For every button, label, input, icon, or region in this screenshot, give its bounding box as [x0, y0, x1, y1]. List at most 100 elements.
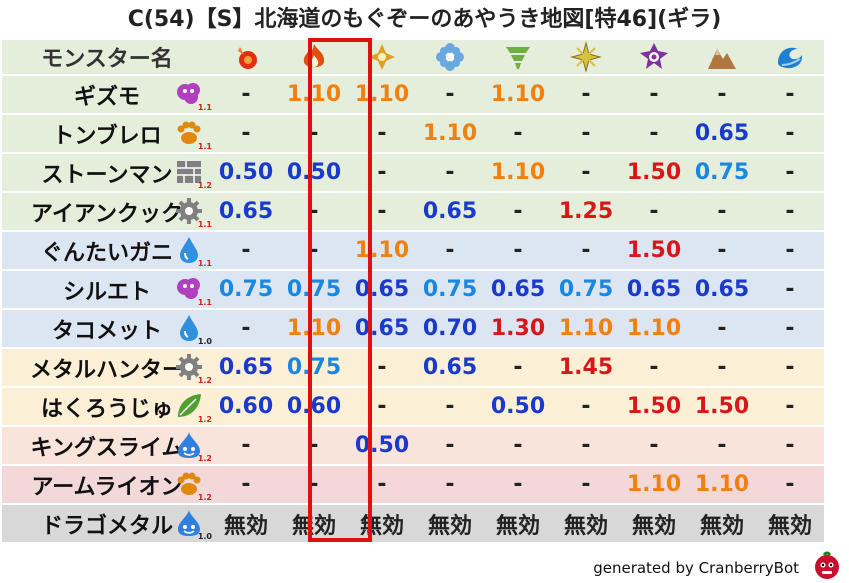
resistance-value: 1.10 [416, 115, 484, 152]
resistance-value: 0.75 [212, 271, 280, 308]
resistance-value: 0.60 [280, 388, 348, 425]
resistance-value: - [756, 115, 824, 152]
header-element-cell [756, 40, 824, 74]
race-coefficient: 1.2 [197, 181, 212, 190]
resistance-value: 1.10 [620, 466, 688, 503]
header-element-cell [212, 40, 280, 74]
race-coefficient: 1.2 [197, 454, 212, 463]
resistance-value: 0.75 [280, 271, 348, 308]
race-coefficient: 1.1 [197, 220, 212, 229]
resistance-value: - [756, 76, 824, 113]
resistance-value: - [688, 76, 756, 113]
monster-name: ギズモ [73, 84, 140, 110]
resistance-value: 0.65 [348, 271, 416, 308]
water-drop-icon [180, 315, 198, 341]
header-row: モンスター名 [2, 40, 824, 74]
resistance-value: - [484, 232, 552, 269]
resistance-value: 1.10 [484, 76, 552, 113]
resistance-value: 0.75 [416, 271, 484, 308]
monster-name-cell: アームライオン 1.2 [2, 466, 212, 503]
ice-flower-icon [436, 43, 464, 71]
footer-credit: generated by CranberryBot [593, 559, 799, 577]
monster-name: ドラゴメタル [40, 513, 173, 539]
table-row: はくろうじゅ 1.2 0.60 0.60- -0.50-1.50 1.50- [2, 388, 824, 425]
resistance-value: 0.65 [416, 193, 484, 230]
resistance-value: 無効 [688, 505, 756, 542]
resistance-value: 無効 [756, 505, 824, 542]
race-coefficient: 1.2 [197, 376, 212, 385]
resistance-value: 1.10 [348, 76, 416, 113]
beast-paw-icon [177, 121, 201, 144]
table-row: ドラゴメタル 1.0 無効 無効 無効 無効 無効 無効 無効 無効 無効 [2, 505, 824, 542]
resistance-value: - [212, 232, 280, 269]
resistance-value: - [348, 115, 416, 152]
resistance-value: 0.60 [212, 388, 280, 425]
resistance-value: - [484, 466, 552, 503]
resistance-value: - [688, 427, 756, 464]
resistance-value: - [756, 193, 824, 230]
resistance-value: 1.10 [280, 76, 348, 113]
monster-name: ストーンマン [41, 162, 173, 188]
resistance-value: - [756, 388, 824, 425]
resistance-value: - [416, 232, 484, 269]
table-row: ギズモ 1.1-1.10 1.10-1.10- - - - [2, 76, 824, 113]
resistance-value: 1.10 [620, 310, 688, 347]
resistance-table: モンスター名 ギズモ 1.1-1.10 1.10-1.10- - - - トンブレロ 1.1- -… [2, 38, 824, 544]
race-coefficient: 1.1 [197, 259, 212, 268]
table-row: タコメット 1.0-1.10 0.65 0.70 1.30 1.10 1.10- - [2, 310, 824, 347]
resistance-value: - [620, 115, 688, 152]
resistance-value: 無効 [212, 505, 280, 542]
monster-name-cell: ギズモ 1.1 [2, 76, 212, 113]
table-row: メタルハンター 1.2 0.65 0.75-0.65-1.45- - - [2, 349, 824, 386]
resistance-value: 0.50 [348, 427, 416, 464]
monster-name: ぐんたいガニ [40, 240, 173, 266]
table-row: アームライオン 1.2- - - - - -1.10 1.10- [2, 466, 824, 503]
resistance-value: 1.30 [484, 310, 552, 347]
page-title: C(54)【S】北海道のもぐぞーのあやうき地図[特46](ギラ) [127, 7, 722, 32]
resistance-value: 0.50 [484, 388, 552, 425]
resistance-value: 0.65 [688, 115, 756, 152]
monster-name-cell: トンブレロ 1.1 [2, 115, 212, 152]
resistance-value: - [484, 115, 552, 152]
resistance-value: - [212, 115, 280, 152]
table-row: シルエト 1.1 0.75 0.75 0.65 0.75 0.65 0.75 0.65 0.65- [2, 271, 824, 308]
resistance-value: - [212, 427, 280, 464]
resistance-value: 0.50 [280, 154, 348, 191]
resistance-value: - [620, 427, 688, 464]
gas-icon [177, 278, 200, 299]
monster-name-cell: キングスライム 1.2 [2, 427, 212, 464]
resistance-value: - [416, 76, 484, 113]
fire-small-icon [238, 47, 257, 69]
table-row: トンブレロ 1.1- - -1.10- - -0.65- [2, 115, 824, 152]
resistance-value: 無効 [484, 505, 552, 542]
resistance-value: - [620, 76, 688, 113]
earth-mountain-icon [708, 49, 736, 69]
light-star-icon [570, 41, 602, 73]
resistance-value: 0.70 [416, 310, 484, 347]
resistance-value: 1.50 [620, 388, 688, 425]
resistance-value: 0.65 [212, 193, 280, 230]
tornado-icon [506, 47, 530, 69]
resistance-value: - [688, 349, 756, 386]
resistance-value: - [552, 388, 620, 425]
resistance-value: 0.65 [688, 271, 756, 308]
header-element-cell [688, 40, 756, 74]
resistance-value: 0.65 [212, 349, 280, 386]
monster-name: トンブレロ [52, 123, 162, 149]
race-coefficient: 1.0 [197, 532, 212, 541]
monster-name-cell: タコメット 1.0 [2, 310, 212, 347]
cranberry-bot-icon [815, 551, 839, 579]
resistance-value: 1.10 [552, 310, 620, 347]
resistance-value: - [552, 154, 620, 191]
resistance-value: 0.50 [212, 154, 280, 191]
resistance-value: - [280, 232, 348, 269]
monster-name: アイアンクック [30, 201, 184, 227]
resistance-value: 0.65 [484, 271, 552, 308]
table-row: ストーンマン 1.2 0.50 0.50- -1.10-1.50 0.75- [2, 154, 824, 191]
resistance-value: - [756, 154, 824, 191]
water-wave-icon [778, 47, 803, 69]
material-brick-icon [177, 161, 201, 183]
resistance-value: - [756, 427, 824, 464]
race-coefficient: 1.0 [197, 337, 212, 346]
resistance-value: 0.65 [348, 310, 416, 347]
